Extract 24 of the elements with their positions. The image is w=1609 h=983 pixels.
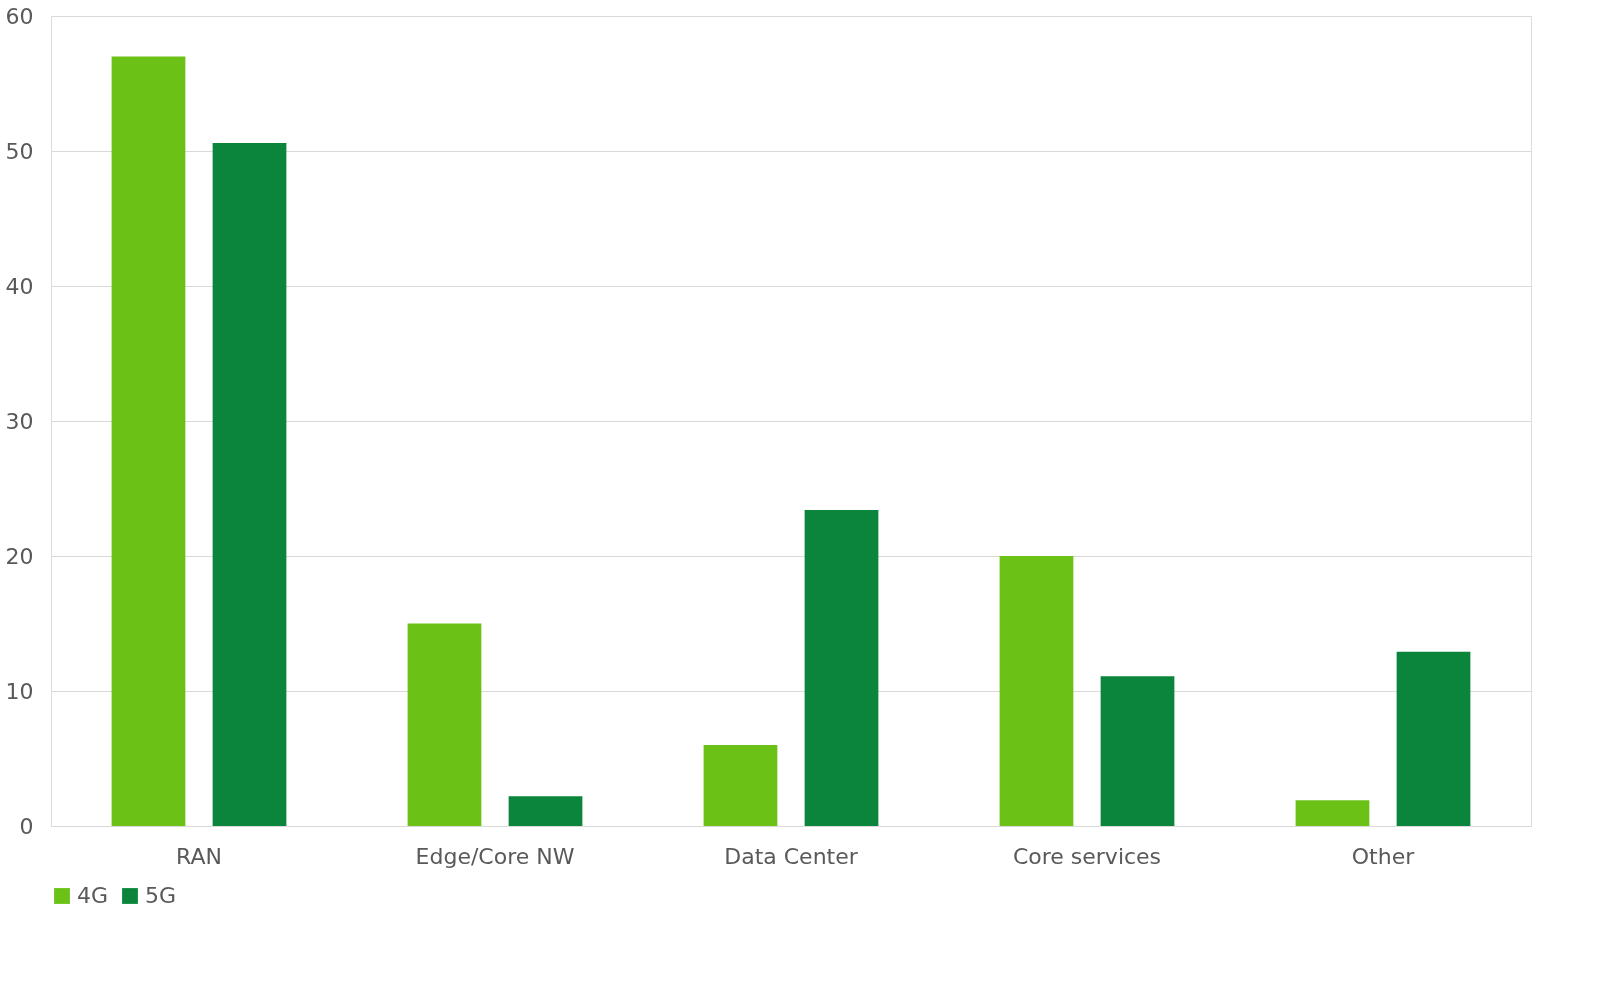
x-tick-label: Edge/Core NW bbox=[415, 843, 575, 869]
bar bbox=[407, 623, 482, 826]
bar bbox=[1396, 651, 1471, 826]
bar bbox=[111, 56, 186, 826]
x-tick-label: RAN bbox=[176, 843, 222, 869]
x-tick-label: Core services bbox=[1012, 843, 1162, 869]
y-tick-label: 30 bbox=[5, 408, 34, 434]
y-tick-label: 0 bbox=[19, 813, 34, 839]
y-tick-label: 10 bbox=[5, 678, 34, 704]
legend-label: 4G bbox=[77, 883, 109, 908]
x-tick-label: Data Center bbox=[724, 843, 859, 869]
y-tick-label: 40 bbox=[5, 273, 34, 299]
x-tick-label: Other bbox=[1351, 843, 1416, 869]
y-tick-label: 60 bbox=[5, 3, 34, 29]
bar bbox=[508, 796, 583, 826]
bar bbox=[703, 745, 778, 826]
y-tick-label: 50 bbox=[5, 138, 34, 164]
y-tick-label: 20 bbox=[5, 543, 34, 569]
bar bbox=[804, 510, 879, 826]
legend-label: 5G bbox=[145, 883, 177, 908]
bar bbox=[212, 142, 287, 826]
bar bbox=[1100, 676, 1175, 826]
bar bbox=[1295, 800, 1370, 826]
bar bbox=[999, 556, 1074, 826]
